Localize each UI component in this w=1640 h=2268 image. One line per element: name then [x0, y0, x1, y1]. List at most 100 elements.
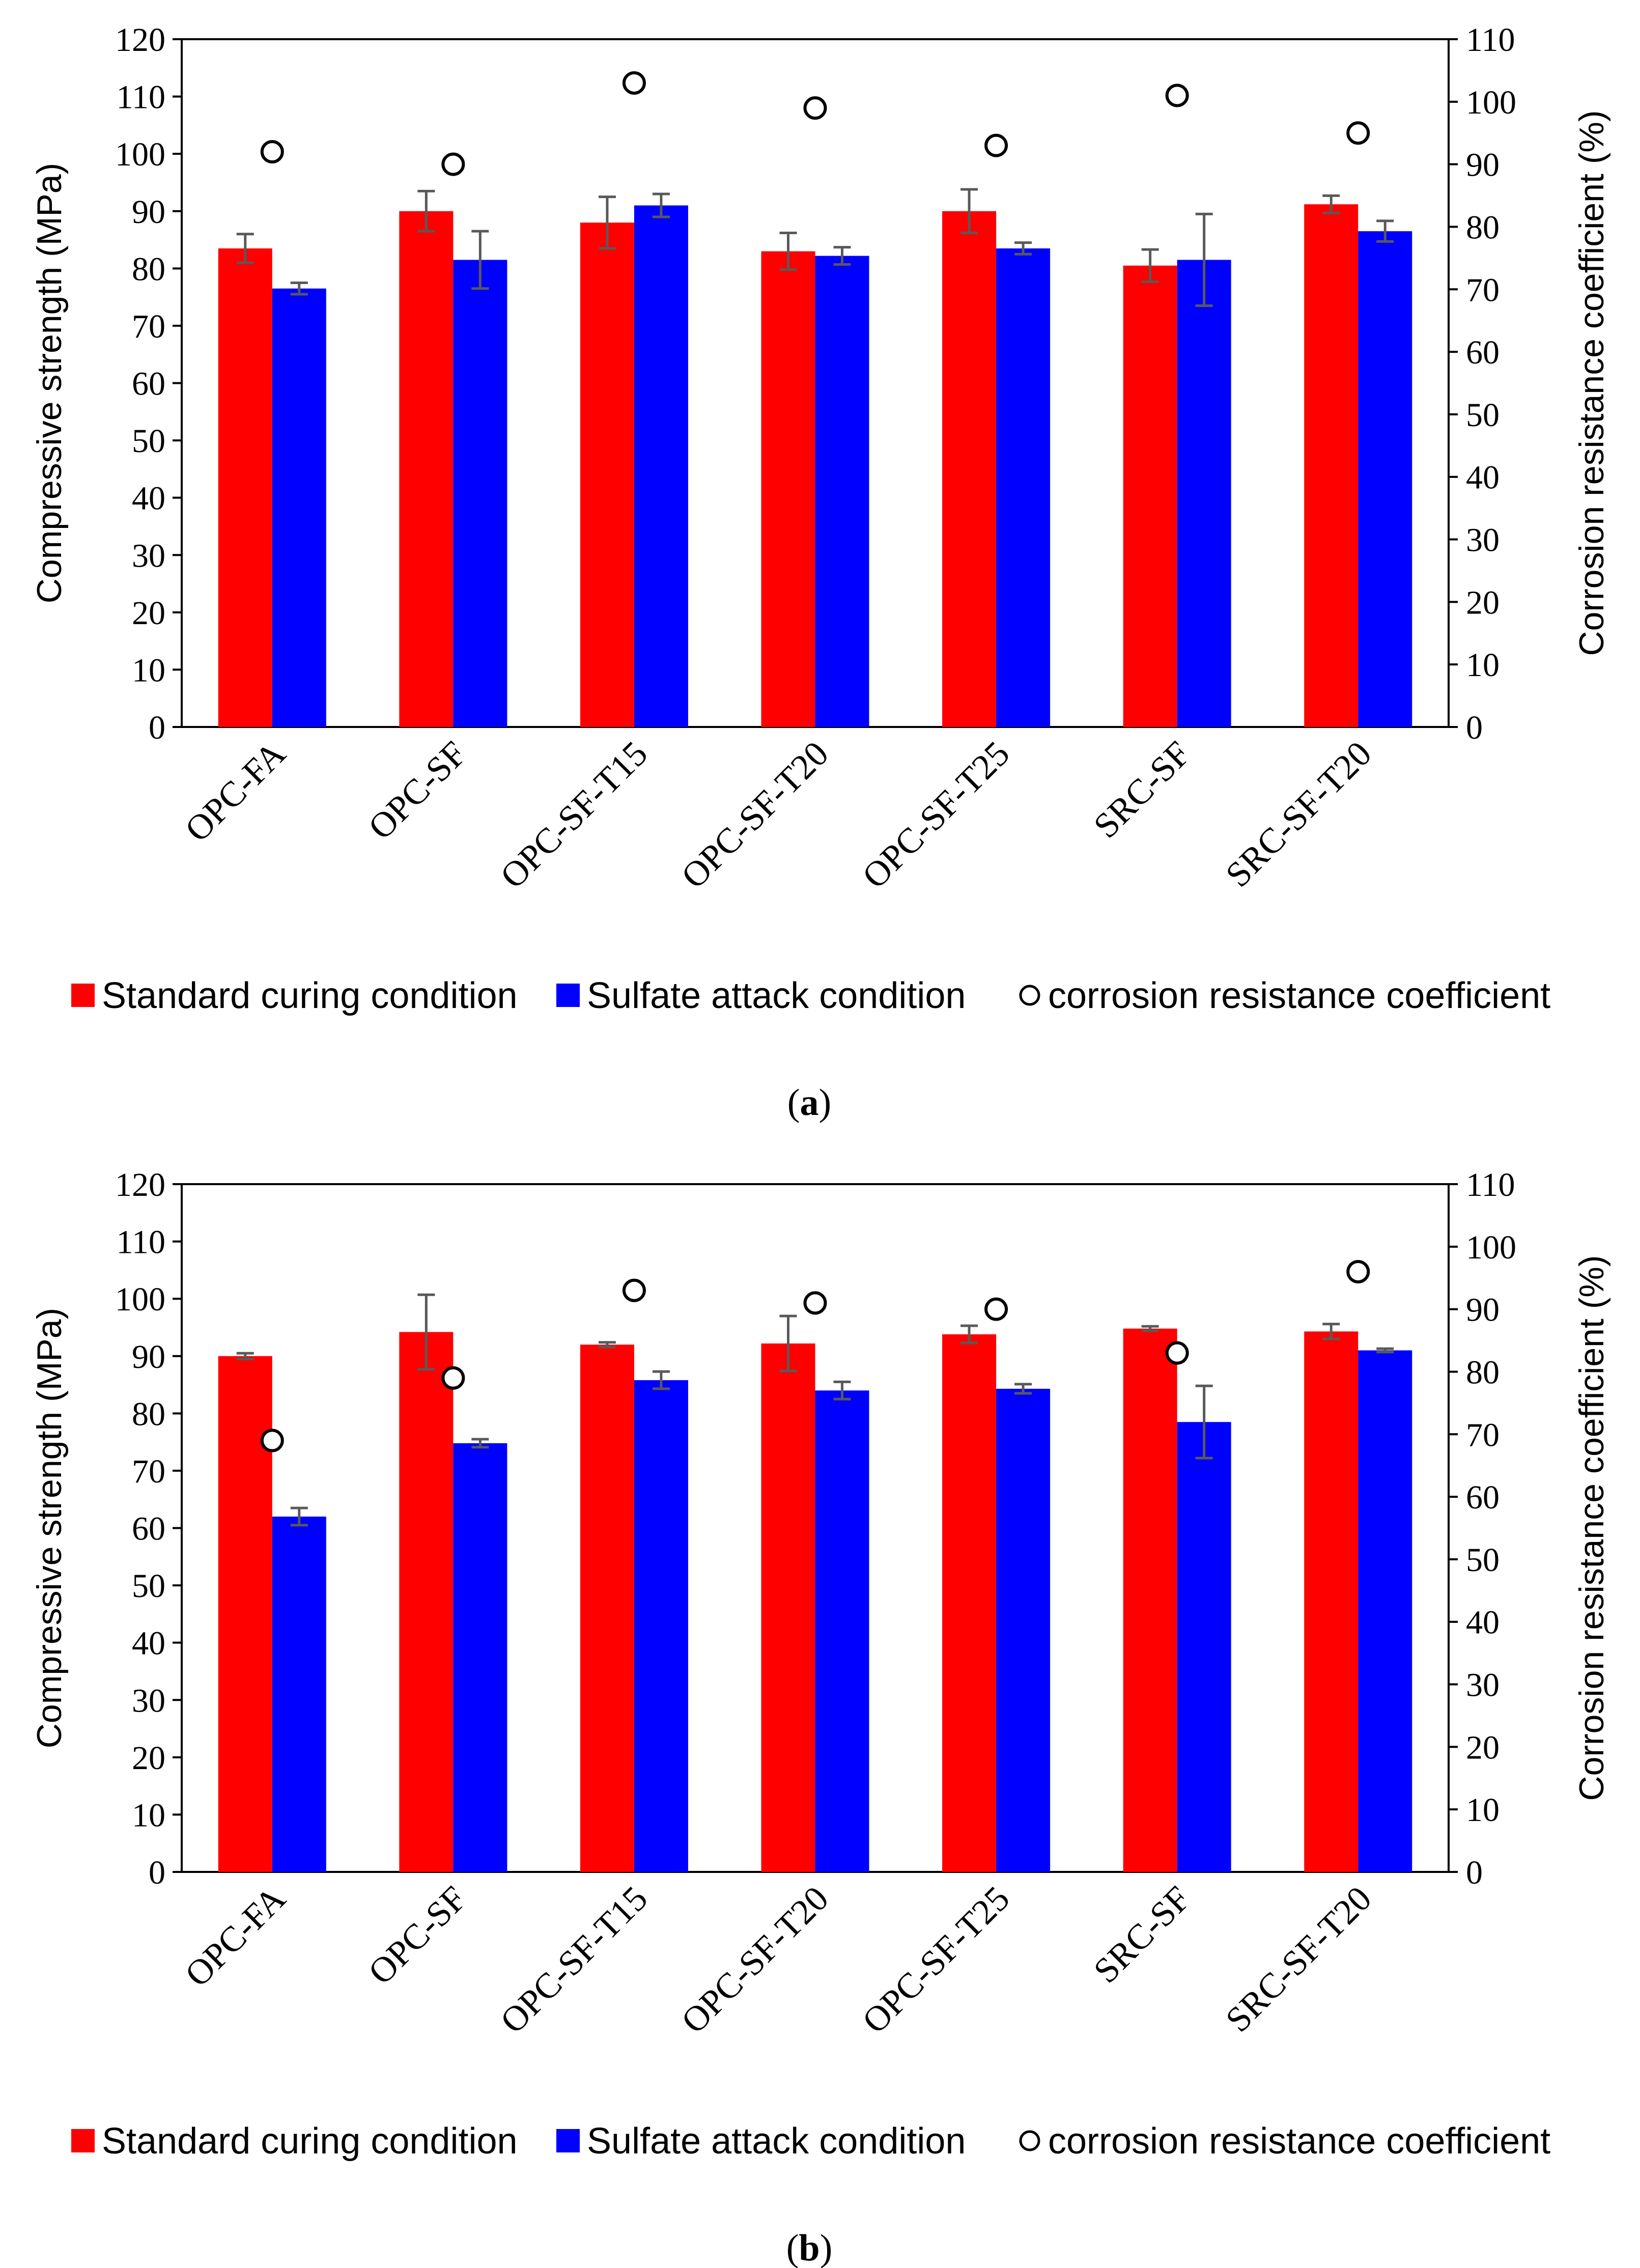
right-tick-label: 10 [1466, 647, 1500, 684]
bar-sulfate-attack [1177, 1422, 1231, 1872]
category-label: OPC-FA [178, 734, 293, 850]
bar-sulfate-attack [453, 260, 507, 727]
right-tick-label: 80 [1466, 1354, 1500, 1391]
left-tick-label: 50 [132, 423, 165, 460]
right-axis-title: Corrosion resistance coefficient (%) [1572, 110, 1611, 656]
right-tick-label: 90 [1466, 1292, 1500, 1329]
corrosion-marker [1165, 83, 1189, 107]
bar-standard-curing [1123, 265, 1177, 727]
corrosion-marker [441, 152, 465, 176]
left-tick-label: 0 [149, 709, 165, 746]
left-tick-label: 110 [116, 1224, 165, 1261]
left-tick-label: 90 [132, 1338, 165, 1376]
right-tick-label: 110 [1466, 1166, 1515, 1203]
right-tick-label: 40 [1466, 1604, 1500, 1641]
left-tick-label: 0 [149, 1854, 165, 1891]
bar-standard-curing [399, 211, 454, 727]
category-label: OPC-SF [361, 734, 474, 847]
bar-sulfate-attack [815, 1390, 869, 1872]
corrosion-marker [803, 1291, 827, 1315]
left-tick-label: 120 [115, 1166, 165, 1203]
category-label: OPC-SF-T25 [855, 734, 1017, 896]
caption-open: ( [786, 2227, 799, 2268]
left-tick-label: 90 [132, 193, 165, 231]
right-tick-label: 60 [1466, 1479, 1500, 1516]
left-tick-label: 110 [116, 79, 165, 116]
category-label: SRC-SF [1086, 734, 1198, 846]
corrosion-marker [803, 96, 827, 120]
left-axis-title: Compressive strength (MPa) [30, 163, 69, 603]
right-tick-label: 20 [1466, 584, 1500, 621]
corrosion-marker [622, 71, 646, 95]
category-label: OPC-FA [178, 1879, 293, 1995]
left-tick-label: 60 [132, 1510, 165, 1548]
legend-label-corrosion: corrosion resistance coefficient [1048, 2121, 1550, 2162]
left-tick-label: 80 [132, 1395, 165, 1433]
corrosion-marker [1346, 121, 1370, 145]
right-tick-label: 60 [1466, 334, 1500, 371]
corrosion-marker [984, 133, 1008, 157]
right-tick-label: 100 [1466, 84, 1516, 121]
legend-swatch-standard [71, 984, 95, 1007]
right-tick-label: 0 [1466, 1854, 1483, 1891]
bar-sulfate-attack [634, 205, 688, 727]
category-label: OPC-SF-T15 [493, 734, 655, 896]
left-tick-label: 30 [132, 537, 165, 574]
panel-a-chart: 0 10 20 30 40 50 60 70 80 90 100 110 120 0 10 20 30 40 50 6… [30, 21, 1611, 1124]
right-tick-label: 90 [1466, 147, 1500, 184]
bar-standard-curing [1304, 204, 1359, 727]
bar-standard-curing [761, 1343, 815, 1872]
left-tick-label: 20 [132, 595, 165, 632]
bar-sulfate-attack [1358, 1350, 1412, 1872]
corrosion-marker [622, 1278, 646, 1302]
right-tick-label: 70 [1466, 1416, 1500, 1453]
bar-sulfate-attack [1177, 260, 1231, 727]
right-axis-title: Corrosion resistance coefficient (%) [1572, 1255, 1611, 1801]
bar-standard-curing [218, 248, 272, 727]
legend-marker-corrosion [1019, 2130, 1040, 2151]
legend-label-standard: Standard curing condition [102, 2121, 518, 2162]
right-tick-label: 50 [1466, 397, 1500, 434]
corrosion-marker [984, 1297, 1008, 1321]
bar-standard-curing [580, 222, 634, 727]
category-label: OPC-SF-T20 [674, 1879, 836, 2041]
corrosion-marker [441, 1366, 465, 1390]
left-tick-label: 60 [132, 366, 165, 403]
caption-letter: b [799, 2227, 819, 2268]
left-tick-label: 70 [132, 308, 165, 345]
left-tick-label: 40 [132, 480, 165, 517]
bar-standard-curing [580, 1345, 634, 1872]
legend-marker-corrosion [1019, 985, 1040, 1006]
category-label: OPC-SF-T25 [855, 1879, 1017, 2041]
legend-swatch-sulfate [556, 2129, 580, 2152]
panel-b-chart: 0 10 20 30 40 50 60 70 80 90 100 110 120 0 10 20 30 40 50 6… [30, 1166, 1611, 2268]
left-tick-label: 120 [115, 21, 165, 59]
right-tick-label: 110 [1466, 21, 1515, 59]
right-tick-label: 80 [1466, 209, 1500, 246]
bar-standard-curing [1123, 1328, 1177, 1872]
left-tick-label: 100 [115, 1281, 165, 1318]
right-tick-label: 10 [1466, 1791, 1500, 1829]
corrosion-marker [1346, 1259, 1370, 1283]
left-tick-label: 100 [115, 136, 165, 173]
category-label: OPC-SF-T15 [493, 1879, 655, 2041]
legend-label-corrosion: corrosion resistance coefficient [1048, 975, 1550, 1016]
legend-label-sulfate: Sulfate attack condition [587, 975, 966, 1016]
category-label: SRC-SF [1086, 1879, 1198, 1991]
bar-sulfate-attack [272, 288, 326, 727]
left-tick-label: 50 [132, 1567, 165, 1605]
panel-caption: (a) [787, 1082, 831, 1124]
bar-standard-curing [942, 211, 997, 727]
panel-caption: (b) [786, 2227, 832, 2268]
right-tick-label: 30 [1466, 522, 1500, 559]
right-tick-label: 20 [1466, 1729, 1500, 1766]
bar-sulfate-attack [1358, 231, 1412, 727]
left-tick-label: 20 [132, 1740, 165, 1777]
left-tick-label: 10 [132, 652, 165, 689]
right-tick-label: 70 [1466, 271, 1500, 309]
left-axis-title: Compressive strength (MPa) [30, 1308, 69, 1748]
left-tick-label: 10 [132, 1797, 165, 1834]
bar-sulfate-attack [634, 1380, 688, 1872]
caption-close: ) [819, 1082, 832, 1124]
bar-sulfate-attack [815, 256, 869, 727]
